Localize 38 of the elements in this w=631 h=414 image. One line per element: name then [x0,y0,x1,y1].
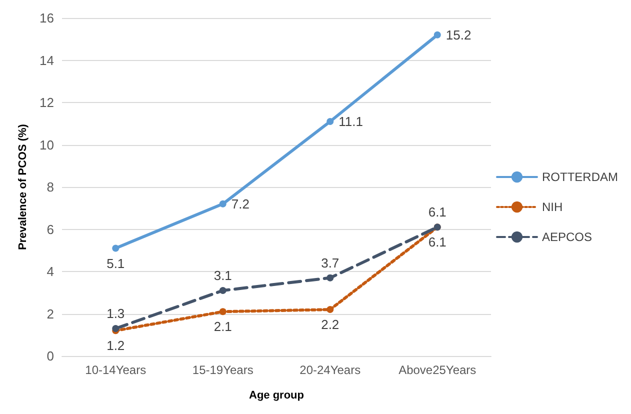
point [112,244,120,252]
data-label: 6.1 [428,204,446,220]
data-label: 3.1 [214,268,232,284]
point [326,274,334,282]
y-tick-label: 0 [46,348,54,364]
data-label: 7.2 [231,196,250,212]
data-label: 11.1 [338,114,363,130]
x-axis-title: Age group [249,390,304,402]
point [219,287,226,294]
data-label: 6.1 [428,234,446,250]
legend-label: ROTTERDAM [542,170,618,184]
x-tick-label: 10-14Years [85,363,146,377]
data-label: 2.2 [321,317,340,332]
point [219,200,226,208]
data-label: 1.3 [106,306,125,322]
y-tick-label: 12 [40,95,54,110]
y-tick-label: 16 [40,10,54,26]
y-tick-label: 10 [40,137,54,152]
x-tick-label: 15-19Years [192,363,254,377]
data-label: 15.2 [446,27,472,42]
x-tick-label: Above25Years [398,363,476,377]
y-tick-label: 6 [46,222,54,237]
data-label: 1.2 [106,338,125,354]
y-axis-title: Prevalence of PCOS (%) [17,124,30,250]
x-tick-label: 20-24Years [300,363,361,377]
y-tick-label: 2 [46,306,54,322]
y-tick-label: 8 [46,180,54,194]
point [326,306,334,314]
point [434,31,441,38]
y-tick-label: 14 [40,52,54,68]
legend-label: NIH [542,200,563,214]
point [326,118,334,126]
data-label: 5.1 [106,256,125,271]
legend-label: AEPCOS [542,230,592,244]
y-tick-label: 4 [46,264,54,279]
data-label: 3.7 [321,255,340,270]
point [219,308,226,316]
data-label: 2.1 [214,319,232,334]
